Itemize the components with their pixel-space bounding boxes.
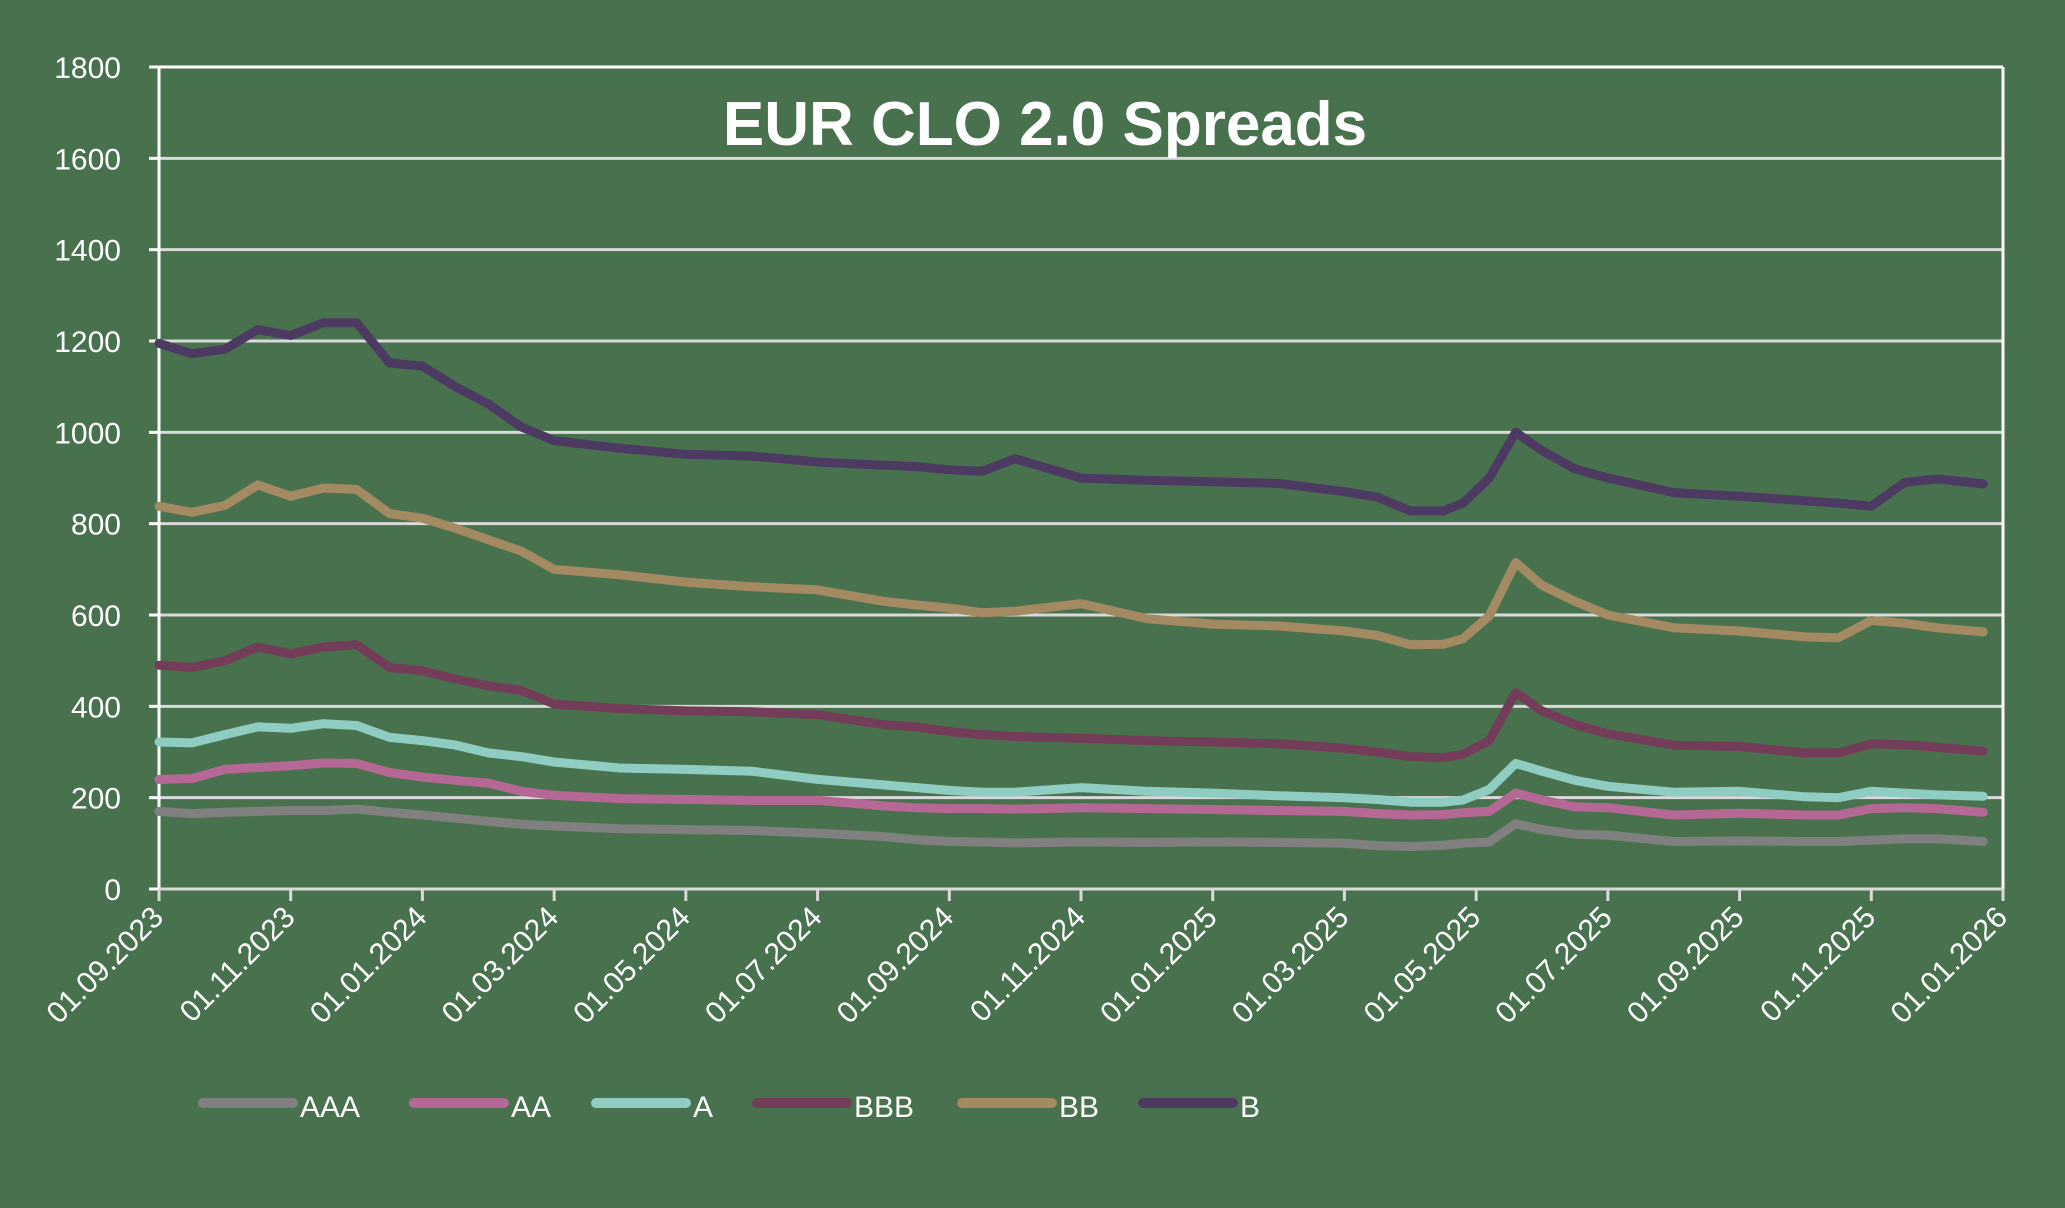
series-line-b: [154, 318, 1988, 516]
x-tick-label: 01.05.2024: [567, 901, 697, 1031]
x-tick-label: 01.05.2025: [1358, 901, 1488, 1031]
legend-item-bbb[interactable]: BBB: [752, 1091, 914, 1124]
series-line-a: [154, 719, 1988, 807]
y-tick-label: 1600: [54, 143, 121, 176]
y-tick-label: 0: [104, 874, 121, 907]
x-tick-label: 01.01.2026: [1884, 901, 2014, 1031]
x-tick-label: 01.11.2025: [1754, 901, 1882, 1029]
legend-label: AA: [511, 1091, 551, 1124]
series-line-bb: [154, 480, 1988, 650]
x-tick-label: 01.09.2024: [831, 901, 961, 1031]
legend-item-aaa[interactable]: AAA: [198, 1091, 360, 1124]
series-line-bbb: [154, 640, 1988, 762]
legend: AAA AA A BBB BB B: [198, 1091, 1260, 1124]
x-tick-label: 01.11.2024: [964, 901, 1092, 1029]
y-tick-label: 1800: [54, 52, 121, 85]
legend-item-b[interactable]: B: [1138, 1091, 1260, 1124]
series-lines: [154, 318, 1988, 851]
legend-label: B: [1240, 1091, 1260, 1124]
series-line-aaa: [154, 804, 1988, 851]
y-tick-label: 1000: [54, 417, 121, 450]
series-line-aa: [154, 758, 1988, 820]
y-tick-label: 600: [71, 600, 121, 633]
legend-label: AAA: [300, 1091, 360, 1124]
y-tick-label: 800: [71, 509, 121, 542]
legend-item-bb[interactable]: BB: [957, 1091, 1099, 1124]
y-tick-label: 400: [71, 691, 121, 724]
gridlines: [159, 65, 2003, 891]
x-tick-label: 01.09.2025: [1621, 901, 1751, 1031]
x-tick-label: 01.03.2024: [436, 901, 566, 1031]
legend-item-aa[interactable]: AA: [409, 1091, 551, 1124]
x-tick-label: 01.01.2025: [1094, 901, 1224, 1031]
x-tick-label: 01.01.2024: [304, 901, 434, 1031]
legend-label: BB: [1059, 1091, 1099, 1124]
chart-title: EUR CLO 2.0 Spreads: [723, 90, 1367, 159]
x-tick-label: 01.03.2025: [1226, 901, 1356, 1031]
x-tick-label: 01.11.2023: [174, 901, 302, 1029]
y-tick-label: 1400: [54, 235, 121, 268]
x-tick-label: 01.07.2024: [699, 901, 829, 1031]
y-axis-tick-labels: 0 200 400 600 800 1000 1200 1400 1600 1800: [54, 52, 121, 907]
legend-label: A: [693, 1091, 713, 1124]
x-tick-label: 01.09.2023: [40, 901, 170, 1031]
legend-item-a[interactable]: A: [591, 1091, 713, 1124]
x-axis-tick-labels: 01.09.2023 01.11.2023 01.01.2024 01.03.2024…: [40, 901, 2014, 1031]
x-tick-label: 01.07.2025: [1489, 901, 1619, 1031]
axes: [149, 65, 2005, 901]
y-tick-label: 1200: [54, 326, 121, 359]
legend-label: BBB: [854, 1091, 914, 1124]
y-tick-label: 200: [71, 783, 121, 816]
